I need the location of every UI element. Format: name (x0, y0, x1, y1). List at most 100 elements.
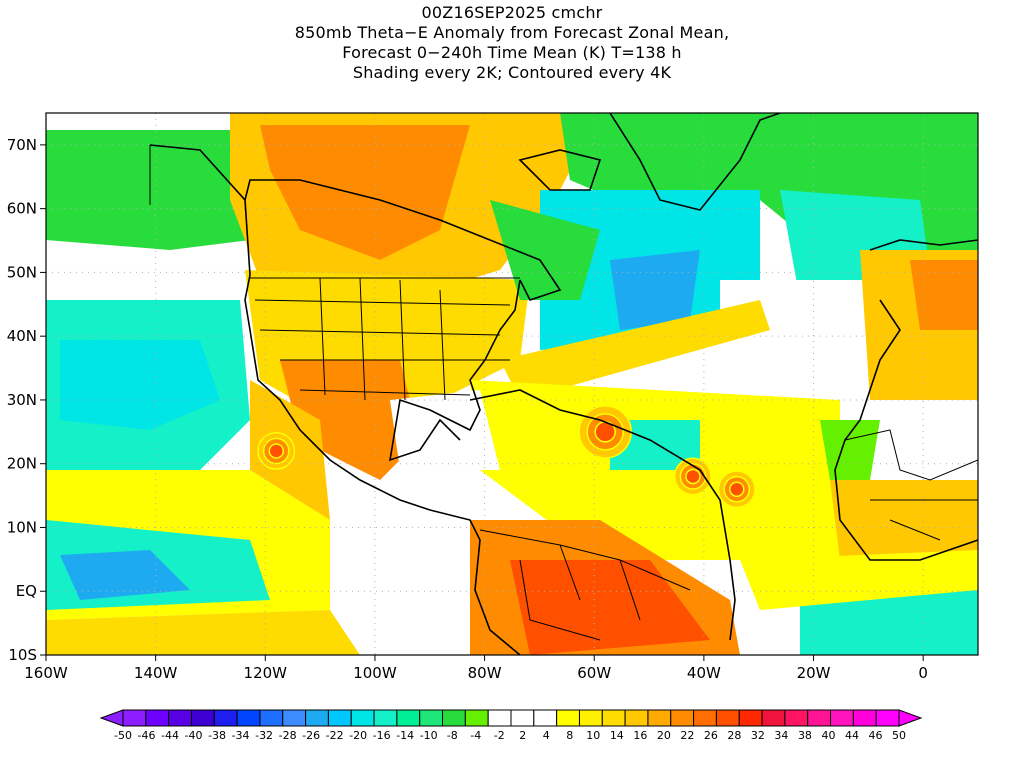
y-tick-label: 20N (7, 455, 37, 473)
colorbar-label: -34 (232, 729, 250, 742)
colorbar-label: -28 (279, 729, 297, 742)
field-south-atlantic-cyan (800, 590, 978, 655)
field-sahel (830, 480, 978, 560)
colorbar-swatch (145, 709, 170, 727)
colorbar: -50 -46 -44 -40 -38 -34 -32 -28 -26 -22 -20 -16 -14-… (99, 709, 923, 742)
field-atlantic-band (500, 300, 770, 400)
colorbar-swatch (670, 709, 695, 727)
colorbar-label: 50 (892, 729, 906, 742)
colorbar-swatch (464, 709, 489, 727)
colorbar-label: -32 (255, 729, 273, 742)
title-line-4: Shading every 2K; Contoured every 4K (352, 63, 672, 82)
colorbar-label: -14 (396, 729, 414, 742)
colorbar-swatch (761, 709, 786, 727)
field-labrador-green (490, 200, 600, 300)
colorbar-swatch (305, 709, 329, 727)
colorbar-label: 8 (566, 729, 573, 742)
colorbar-swatch (510, 709, 535, 727)
y-tick-label: 10N (7, 518, 37, 536)
colorbar-label: -20 (349, 729, 367, 742)
x-tick-label: 0 (918, 664, 928, 682)
colorbar-swatch (784, 709, 809, 727)
y-tick-label: 50N (7, 263, 37, 281)
colorbar-label: -38 (208, 729, 226, 742)
field-pacific-north-green (46, 130, 250, 250)
colorbar-label: -2 (494, 729, 505, 742)
colorbar-label: 26 (704, 729, 718, 742)
title-line-3: Forecast 0−240h Time Mean (K) T=138 h (342, 43, 682, 62)
colorbar-swatch (442, 709, 466, 727)
colorbar-label: 10 (586, 729, 600, 742)
colorbar-label: -40 (185, 729, 203, 742)
y-tick-label: 70N (7, 136, 37, 154)
colorbar-swatch (693, 709, 717, 727)
colorbar-swatch (647, 709, 672, 727)
colorbar-swatch (190, 709, 215, 727)
cyclone-vortex (673, 457, 712, 496)
colorbar-swatch (624, 709, 649, 727)
colorbar-swatch (168, 709, 192, 727)
x-tick-label: 140W (134, 664, 178, 682)
colorbar-label: 16 (633, 729, 647, 742)
cyclone-vortex (717, 470, 756, 509)
colorbar-swatch (236, 709, 261, 727)
colorbar-swatch (327, 709, 352, 727)
x-tick-label: 160W (24, 664, 68, 682)
field-europe-hot (910, 260, 978, 330)
colorbar-swatch (373, 709, 398, 727)
colorbar-label: -10 (420, 729, 438, 742)
colorbar-label: 20 (657, 729, 671, 742)
colorbar-swatch (213, 709, 238, 727)
y-tick-label: 40N (7, 327, 37, 345)
colorbar-swatch (419, 709, 444, 727)
y-tick-label: 10S (8, 646, 37, 664)
colorbar-swatch (122, 709, 147, 727)
colorbar-swatch (556, 709, 580, 727)
x-tick-label: 60W (577, 664, 611, 682)
field-north-canada-hot (260, 125, 470, 260)
shaded-field (46, 113, 978, 655)
colorbar-label: 28 (727, 729, 741, 742)
colorbar-swatch (715, 709, 740, 727)
x-tick-label: 120W (244, 664, 288, 682)
coastlines (149, 113, 978, 655)
field-pacific-cyan2 (60, 340, 220, 430)
colorbar-label: -50 (114, 729, 132, 742)
field-atlantic-blue (610, 250, 700, 330)
colorbar-label: 4 (543, 729, 550, 742)
x-tick-label: 80W (468, 664, 502, 682)
field-atlantic-mid-white (720, 280, 900, 380)
colorbar-swatch (852, 709, 877, 727)
colorbar-swatch (807, 709, 832, 727)
colorbar-swatch (396, 709, 421, 727)
colorbar-arrow-left (99, 709, 124, 727)
colorbar-label: 22 (680, 729, 694, 742)
field-pacific-eq-blue (60, 550, 190, 600)
colorbar-label: -22 (326, 729, 344, 742)
colorbar-label: 2 (519, 729, 526, 742)
y-axis: 70N 60N 50N 40N 30N 20N 10N EQ 10S (7, 136, 46, 664)
cyclone-features (257, 405, 756, 509)
colorbar-label: 32 (751, 729, 765, 742)
x-axis: 160W 140W 120W 100W 80W 60W 40W 20W 0 (24, 655, 928, 682)
title-line-1: 00Z16SEP2025 cmchr (421, 3, 603, 22)
colorbar-swatch (578, 709, 603, 727)
colorbar-label: 40 (821, 729, 835, 742)
colorbar-arrow-right (898, 709, 923, 727)
colorbar-label: 14 (610, 729, 624, 742)
field-east-atlantic-green (820, 420, 880, 480)
colorbar-swatch (601, 709, 626, 727)
colorbar-label: -4 (470, 729, 481, 742)
colorbar-swatch (487, 709, 512, 727)
y-tick-label: 30N (7, 391, 37, 409)
x-tick-label: 100W (353, 664, 397, 682)
colorbar-swatch (282, 709, 307, 727)
colorbar-swatch (259, 709, 284, 727)
colorbar-label: 44 (845, 729, 859, 742)
field-south-america-hot (510, 560, 710, 655)
colorbar-label: 38 (798, 729, 812, 742)
field-pacific-south (46, 610, 360, 655)
political-borders (149, 145, 978, 641)
cyclone-vortex (578, 405, 632, 459)
